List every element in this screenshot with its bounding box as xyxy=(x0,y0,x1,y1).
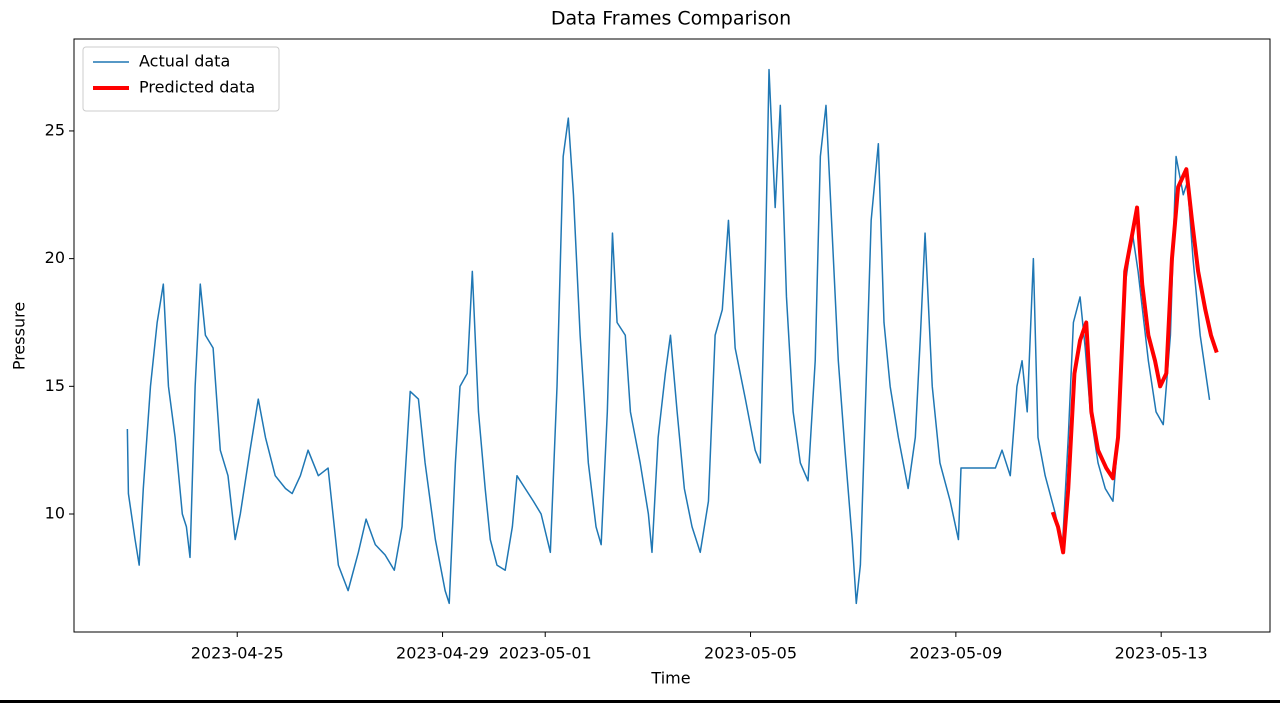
y-tick-label: 10 xyxy=(45,504,65,523)
legend-box xyxy=(82,46,280,112)
legend-label: Predicted data xyxy=(139,78,255,97)
y-tick-label: 15 xyxy=(45,376,65,395)
x-tick-label: 2023-05-01 xyxy=(499,644,592,663)
chart-title: Data Frames Comparison xyxy=(551,8,791,30)
x-tick-label: 2023-05-13 xyxy=(1115,644,1208,663)
x-tick-label: 2023-04-25 xyxy=(191,644,284,663)
x-axis-label: Time xyxy=(650,669,690,688)
y-tick-label: 20 xyxy=(45,248,65,267)
data-line xyxy=(1050,167,1219,555)
y-axis-label: Pressure xyxy=(10,302,29,370)
y-tick-label: 25 xyxy=(45,120,65,139)
axes-frame xyxy=(73,38,1271,633)
legend: Actual data Predicted data xyxy=(82,46,280,112)
x-tick-label: 2023-05-09 xyxy=(909,644,1002,663)
x-tick-label: 2023-04-29 xyxy=(396,644,489,663)
legend-label: Actual data xyxy=(139,52,230,71)
x-tick-label: 2023-05-05 xyxy=(704,644,797,663)
data-line xyxy=(126,68,1211,605)
plot-area xyxy=(126,68,1219,605)
